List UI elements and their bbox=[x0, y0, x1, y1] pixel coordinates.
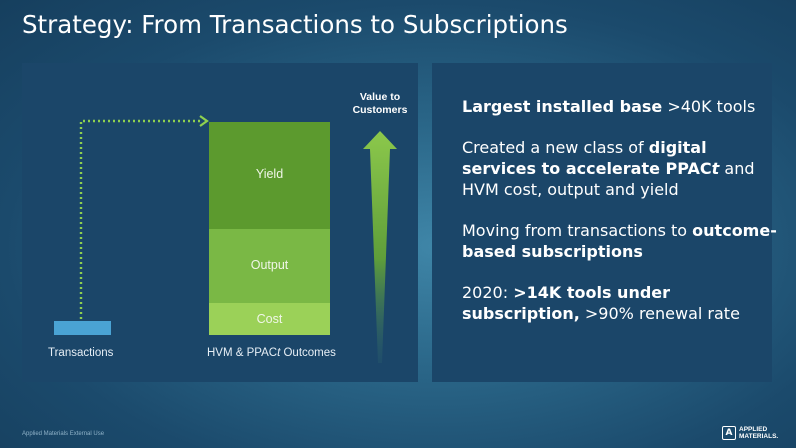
diagram-graphics bbox=[79, 115, 397, 363]
strategy-points-panel bbox=[432, 63, 772, 382]
output-label: Output bbox=[250, 258, 289, 272]
transactions-bar bbox=[54, 321, 111, 335]
bullet-1-bold: Largest installed base bbox=[462, 97, 663, 116]
dotted-connector bbox=[79, 119, 200, 319]
transactions-diagram-panel: Yield Output Cost Value to Customers Tra… bbox=[22, 63, 418, 382]
bullet-1-rest: >40K tools bbox=[662, 97, 756, 116]
yield-segment bbox=[209, 122, 330, 229]
bullet-4-post: >90% renewal rate bbox=[579, 304, 740, 323]
logo-text: APPLIED MATERIALS. bbox=[739, 426, 778, 440]
value-label-line2: Customers bbox=[352, 104, 408, 116]
bullet-2-pre: Created a new class of bbox=[462, 138, 649, 157]
bullet-4-pre: 2020: bbox=[462, 283, 514, 302]
logo-line2: MATERIALS. bbox=[739, 433, 779, 440]
bullet-installed-base: Largest installed base >40K tools bbox=[462, 96, 782, 117]
transactions-axis-label: Transactions bbox=[48, 347, 114, 359]
slide-title: Strategy: From Transactions to Subscript… bbox=[22, 10, 568, 39]
bullet-2-bold: digital services to accelerate PPAC bbox=[462, 138, 712, 178]
bullet-4-bold: >14K tools under subscription, bbox=[462, 283, 671, 323]
footer-text: Applied Materials External Use bbox=[22, 431, 105, 437]
bullet-3-bold: outcome-based subscriptions bbox=[462, 221, 777, 261]
outcomes-label-pre: HVM & PPAC bbox=[207, 347, 278, 359]
logo-line1: APPLIED bbox=[739, 426, 768, 433]
value-label-line1: Value to bbox=[359, 91, 401, 103]
value-to-customers-label: Value to Customers bbox=[340, 91, 420, 117]
bullet-subscriptions: Moving from transactions to outcome-base… bbox=[462, 220, 782, 262]
value-arrow-icon bbox=[363, 131, 397, 363]
bullet-2-bold-italic: t bbox=[711, 159, 720, 178]
strategy-bullets: Largest installed base >40K tools Create… bbox=[462, 96, 782, 344]
applied-materials-logo-icon: A bbox=[722, 426, 736, 440]
connector-arrowhead bbox=[199, 115, 209, 127]
company-logo: A APPLIED MATERIALS. bbox=[722, 426, 778, 440]
outcomes-axis-label: HVM & PPACt Outcomes bbox=[207, 347, 336, 359]
bullet-2-post: and HVM cost, output and yield bbox=[462, 159, 755, 199]
yield-label: Yield bbox=[255, 167, 284, 181]
cost-label: Cost bbox=[256, 312, 283, 326]
cost-segment bbox=[209, 303, 330, 335]
output-segment bbox=[209, 229, 330, 303]
outcomes-label-post: Outcomes bbox=[280, 347, 336, 359]
bullet-3-pre: Moving from transactions to bbox=[462, 221, 693, 240]
bullet-2020-tools: 2020: >14K tools under subscription, >90… bbox=[462, 282, 782, 324]
bullet-digital-services: Created a new class of digital services … bbox=[462, 137, 782, 200]
outcomes-label-italic: t bbox=[277, 347, 281, 359]
